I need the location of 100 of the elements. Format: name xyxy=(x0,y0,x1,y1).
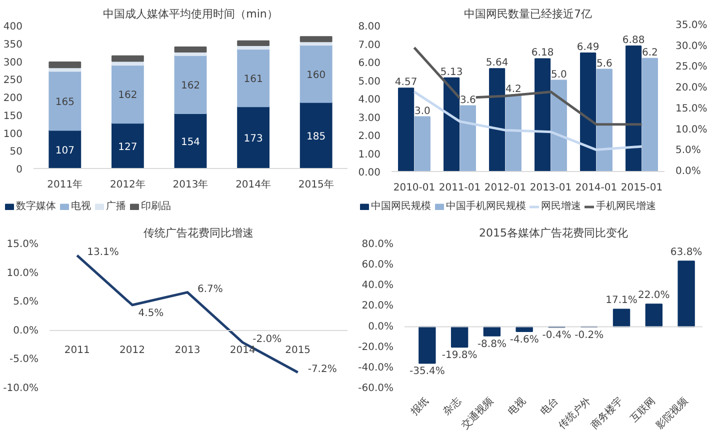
legend-label: 电视 xyxy=(71,200,91,213)
data-label: 173 xyxy=(244,134,263,145)
legend-label: 网民增速 xyxy=(541,200,581,213)
x-tick-label: 2012年 xyxy=(110,178,146,190)
data-label: -8.8% xyxy=(477,338,506,350)
y-tick-label: 6.00 xyxy=(358,58,380,69)
y-tick-label: 0.00 xyxy=(358,168,380,178)
x-tick-label: 2010-01 xyxy=(393,182,436,194)
data-label: 107 xyxy=(55,145,74,156)
y-tick-label: -10.0% xyxy=(3,383,39,394)
data-label: 161 xyxy=(244,74,263,85)
legend-label: 印刷品 xyxy=(141,200,171,213)
y-tick-label: 5.0% xyxy=(13,296,38,308)
y2-tick-label: 5.0% xyxy=(676,145,701,156)
y-tick-label: 250 xyxy=(3,75,23,86)
y-tick-label: 200 xyxy=(3,93,23,104)
x-tick-label: 2011年 xyxy=(47,178,83,190)
data-label: 22.0% xyxy=(638,290,670,302)
data-label: 185 xyxy=(306,131,326,142)
data-label: -0.4% xyxy=(542,330,572,342)
data-label: 3.0 xyxy=(414,106,430,117)
data-label: -4.6% xyxy=(510,334,539,346)
data-label: 4.2 xyxy=(505,84,522,95)
data-label: 5.64 xyxy=(486,58,508,69)
x-tick-label: 2015-01 xyxy=(620,182,663,194)
data-label: -2.0% xyxy=(252,334,282,345)
data-label: 5.6 xyxy=(596,58,612,70)
data-label: 6.2 xyxy=(642,47,658,58)
data-label: 6.49 xyxy=(576,42,600,54)
legend-label: 手机网民增速 xyxy=(596,200,656,213)
y-tick-label: 1.00 xyxy=(358,149,380,160)
legend-label: 中国网民规模 xyxy=(371,200,431,213)
x-tick-label: 2014 xyxy=(230,344,256,356)
y-tick-label: 0.0% xyxy=(13,325,38,336)
y-tick-label: -60.0% xyxy=(358,383,394,394)
legend-label: 广播 xyxy=(106,200,126,213)
y-tick-label: 40.0% xyxy=(362,280,394,292)
data-label: 160 xyxy=(306,70,326,81)
y2-tick-label: 0.0% xyxy=(676,166,701,177)
x-tick-label: 报纸 xyxy=(408,394,432,418)
x-tick-label: 2014年 xyxy=(236,178,272,190)
chart-title: 传统广告花费同比增速 xyxy=(144,226,254,240)
data-label: 3.6 xyxy=(460,94,476,106)
data-label: 6.88 xyxy=(622,34,645,46)
y2-tick-label: 20.0% xyxy=(676,82,708,94)
chart-title: 中国成人媒体平均使用时间（min） xyxy=(103,8,278,20)
data-label: 6.18 xyxy=(531,48,554,59)
y2-tick-label: 25.0% xyxy=(676,62,708,73)
legend-label: 中国手机网民规模 xyxy=(446,200,526,213)
y-tick-label: -20.0% xyxy=(358,342,394,353)
y-tick-label: 0.0% xyxy=(368,321,394,332)
x-tick-label: 电台 xyxy=(538,394,561,418)
x-tick-label: 2014-01 xyxy=(575,182,618,194)
y2-tick-label: 30.0% xyxy=(676,40,708,52)
data-label: -35.4% xyxy=(409,366,445,378)
y2-tick-label: 15.0% xyxy=(676,103,708,114)
y-tick-label: 20.0% xyxy=(362,300,394,312)
x-tick-label: 2012-01 xyxy=(484,182,526,194)
y-tick-label: 350 xyxy=(3,39,23,50)
y-tick-label: 300 xyxy=(3,57,23,68)
data-label: 127 xyxy=(118,142,138,153)
y-tick-label: 100 xyxy=(3,128,23,140)
chart-title: 2015各媒体广告花费同比变化 xyxy=(479,226,628,240)
y-tick-label: 5.00 xyxy=(358,76,380,88)
data-label: 154 xyxy=(180,136,200,148)
y-tick-label: 10.0% xyxy=(6,268,39,279)
x-tick-label: 2013年 xyxy=(172,178,208,190)
y2-tick-label: 35.0% xyxy=(676,20,708,31)
y-tick-label: 150 xyxy=(3,110,23,122)
legend-label: 数字媒体 xyxy=(16,200,56,213)
y-tick-label: -40.0% xyxy=(358,362,394,374)
data-label: 13.1% xyxy=(87,246,119,258)
data-label: 17.1% xyxy=(606,295,638,306)
y-tick-label: 4.00 xyxy=(358,94,380,106)
y-tick-label: -5.0% xyxy=(9,354,38,366)
y-tick-label: 50 xyxy=(10,146,23,158)
x-tick-label: 2015年 xyxy=(298,178,334,190)
x-tick-label: 2012 xyxy=(120,344,146,356)
y2-tick-label: 10.0% xyxy=(676,124,708,136)
x-tick-label: 商务楼宇 xyxy=(588,394,626,432)
x-tick-label: 杂志 xyxy=(440,394,464,418)
y-tick-label: 3.00 xyxy=(358,112,380,124)
data-label: 63.8% xyxy=(670,247,702,258)
y-tick-label: 7.00 xyxy=(358,40,380,51)
x-tick-label: 2011 xyxy=(64,344,90,356)
x-tick-label: 2013 xyxy=(174,344,200,356)
y-tick-label: 60.0% xyxy=(362,260,394,271)
x-tick-label: 2015 xyxy=(285,344,311,356)
y-tick-label: 80.0% xyxy=(362,239,394,250)
chart-title: 中国网民数量已经接近7亿 xyxy=(464,8,592,20)
y-tick-label: 0 xyxy=(16,164,23,176)
y-tick-label: 400 xyxy=(3,22,23,32)
data-label: 4.5% xyxy=(138,308,164,319)
y-tick-label: 2.00 xyxy=(358,131,380,142)
data-label: -19.8% xyxy=(442,350,478,362)
data-label: 162 xyxy=(180,80,200,92)
data-label: -7.2% xyxy=(308,364,337,375)
y-tick-label: 8.00 xyxy=(358,22,380,32)
data-label: -0.2% xyxy=(574,330,604,341)
data-label: 165 xyxy=(55,96,74,108)
